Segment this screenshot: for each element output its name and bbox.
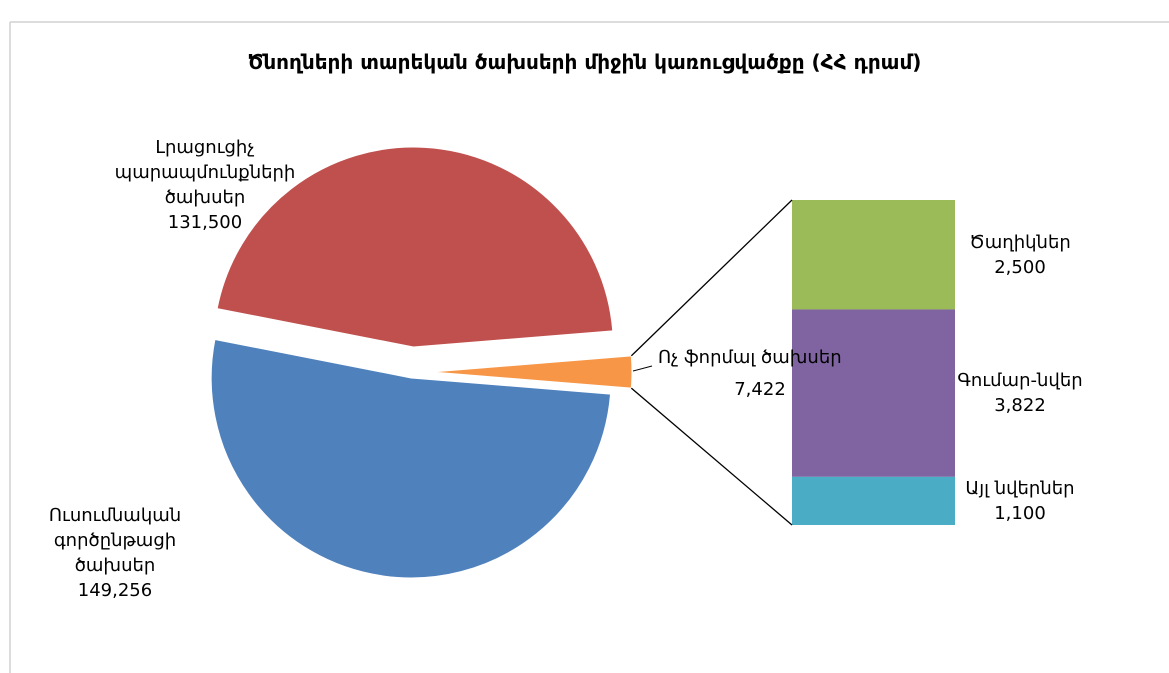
pie-slice [210, 338, 612, 579]
chart-title: Ծնողների տարեկան ծախսերի միջին կառուցված… [247, 50, 922, 74]
bar-value: 2,500 [994, 256, 1046, 278]
bar-value: 3,822 [994, 395, 1046, 417]
slice-label: Ոչ ֆորմալ ծախսեր [658, 347, 842, 368]
slice-value: 149,256 [77, 580, 153, 601]
slice-label: Ուսումնական գործընթացի ծախսեր [48, 505, 182, 576]
bar-segment [792, 309, 955, 477]
slice-label: Լրացուցիչ պարապմունքների ծախսեր [114, 137, 296, 208]
slice-value: 7,422 [734, 379, 786, 400]
slice-value: 131,500 [167, 212, 243, 233]
bar-segment [792, 200, 955, 310]
bar-segment [792, 476, 955, 525]
bar-value: 1,100 [994, 502, 1046, 524]
leader-line [632, 365, 653, 372]
connector [630, 199, 793, 357]
pie-slice [431, 355, 633, 389]
bar-label: Ծաղիկներ [969, 231, 1071, 253]
bar-label: Այլ նվերներ [965, 477, 1075, 499]
bar-label: Գումար-նվեր [957, 370, 1083, 392]
connector [630, 387, 793, 526]
pie-slice [216, 146, 614, 348]
